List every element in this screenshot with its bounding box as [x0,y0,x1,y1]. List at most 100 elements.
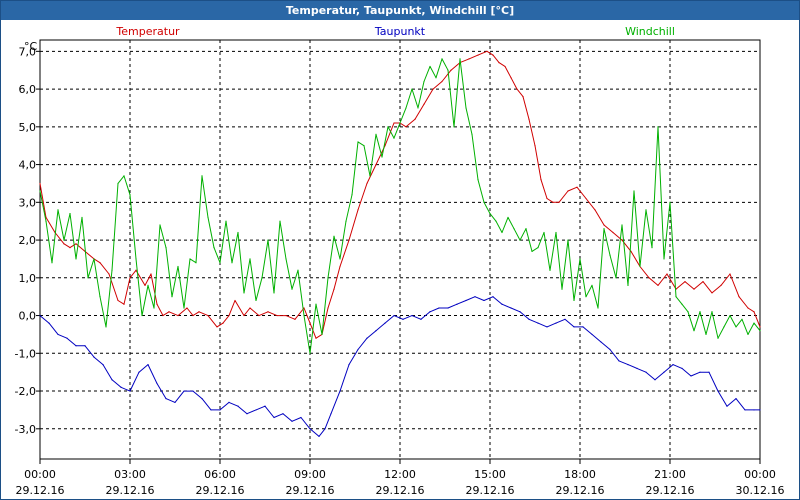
data-point [93,258,95,260]
data-point [567,239,569,241]
data-point [510,307,512,309]
data-point [699,371,701,373]
data-point [672,364,674,366]
data-point [450,69,452,71]
data-point [441,80,443,83]
data-point [594,209,596,211]
data-point [456,303,458,305]
data-point [375,133,377,135]
data-point [57,209,59,211]
data-point [333,288,335,290]
data-point [591,284,593,286]
data-point [111,379,113,381]
data-point [399,122,401,124]
data-point [555,322,557,324]
data-point [627,364,629,366]
data-point [516,88,518,90]
data-point [102,364,104,366]
data-point [411,88,413,90]
data-point [441,58,443,60]
data-point [429,311,431,313]
data-point [369,175,371,177]
data-point [231,262,233,264]
data-point [192,314,194,317]
data-point [753,311,755,313]
data-point [510,77,512,79]
y-tick-label: 3,0 [19,196,37,209]
series-group [39,50,761,437]
x-tick-time-label: 15:00 [474,468,506,481]
data-point [681,303,683,305]
data-point [138,371,140,373]
data-point [327,307,329,309]
data-point [639,265,641,268]
data-point [627,284,629,286]
data-point [273,292,275,294]
data-point [129,277,131,279]
data-point [453,126,455,128]
x-tick-date-label: 29.12.16 [466,484,515,497]
data-point [75,258,77,260]
data-point [693,330,695,332]
data-point [273,416,275,419]
data-point [267,311,269,313]
data-point [156,382,158,385]
data-point [519,311,521,313]
data-point [123,175,125,177]
data-point [420,318,422,320]
data-point [603,228,605,230]
data-point [294,318,296,320]
data-point [339,390,341,392]
data-point [225,220,227,222]
data-point [219,262,221,264]
data-point [93,356,95,358]
data-point [585,197,587,200]
data-point [291,288,293,290]
x-tick-time-label: 06:00 [204,468,236,481]
y-tick-label: 2,0 [19,234,37,247]
data-point [741,318,743,320]
data-point [528,118,530,120]
legend-entry-windchill: Windchill [625,25,675,38]
y-tick-label: -1,0 [15,347,36,360]
data-point [684,280,686,283]
data-point [165,398,167,400]
data-point [171,296,173,298]
data-point [636,367,638,370]
data-point [423,103,425,105]
x-tick-date-label: 29.12.16 [646,484,695,497]
data-point [48,322,50,324]
data-point [363,145,365,147]
data-point [465,107,467,109]
data-point [57,333,59,336]
data-point [237,231,239,234]
series-line-windchill [39,58,761,354]
data-point [276,314,278,317]
data-point [201,175,203,177]
data-point [357,209,359,211]
data-point [711,292,713,294]
data-point [663,371,665,373]
data-point [573,299,575,302]
y-tick-label: 4,0 [19,159,37,172]
data-point [483,299,485,302]
data-point [612,231,614,234]
x-tick-time-label: 18:00 [564,468,596,481]
data-point [753,409,755,411]
data-point [405,126,407,128]
data-point [243,292,245,294]
data-point [345,220,347,222]
data-point [183,307,185,309]
legend-entry-taupunkt: Taupunkt [374,25,426,38]
y-tick-label: 1,0 [19,272,37,285]
data-point [219,409,221,411]
legend-entry-temperatur: Temperatur [115,25,180,38]
data-point [117,182,119,185]
data-point [348,239,350,241]
data-point [39,314,41,317]
data-point [243,314,245,317]
data-point [675,296,677,298]
data-point [327,277,329,279]
data-point [198,311,200,313]
series-points-temperatur [39,50,761,339]
